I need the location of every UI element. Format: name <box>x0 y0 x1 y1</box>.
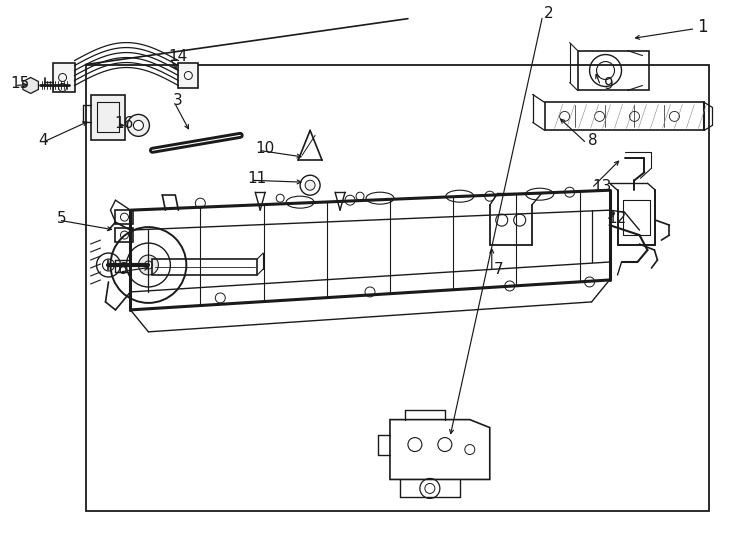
Polygon shape <box>90 96 126 140</box>
Text: 5: 5 <box>57 211 66 226</box>
Text: 16: 16 <box>115 116 134 131</box>
Text: 14: 14 <box>168 49 188 64</box>
Polygon shape <box>23 78 38 93</box>
Text: 6: 6 <box>117 262 127 278</box>
Circle shape <box>139 255 159 275</box>
Text: 12: 12 <box>608 211 627 226</box>
Bar <box>153 259 257 275</box>
Text: 7: 7 <box>494 262 504 278</box>
Circle shape <box>145 261 153 269</box>
Text: 1: 1 <box>697 18 708 36</box>
Text: 4: 4 <box>39 133 48 148</box>
Text: 3: 3 <box>172 93 182 108</box>
Circle shape <box>134 120 143 130</box>
Text: 13: 13 <box>592 179 612 194</box>
Text: 15: 15 <box>11 76 30 91</box>
Bar <box>86 64 709 511</box>
Circle shape <box>128 114 150 136</box>
Bar <box>178 63 198 89</box>
Circle shape <box>305 180 315 190</box>
Bar <box>115 210 134 224</box>
Bar <box>545 103 705 130</box>
Text: 11: 11 <box>247 171 266 186</box>
Text: 8: 8 <box>588 133 597 148</box>
Text: 2: 2 <box>544 6 553 21</box>
Bar <box>53 63 75 92</box>
Text: 10: 10 <box>255 141 275 156</box>
Text: 9: 9 <box>603 77 614 92</box>
Bar <box>115 228 134 242</box>
